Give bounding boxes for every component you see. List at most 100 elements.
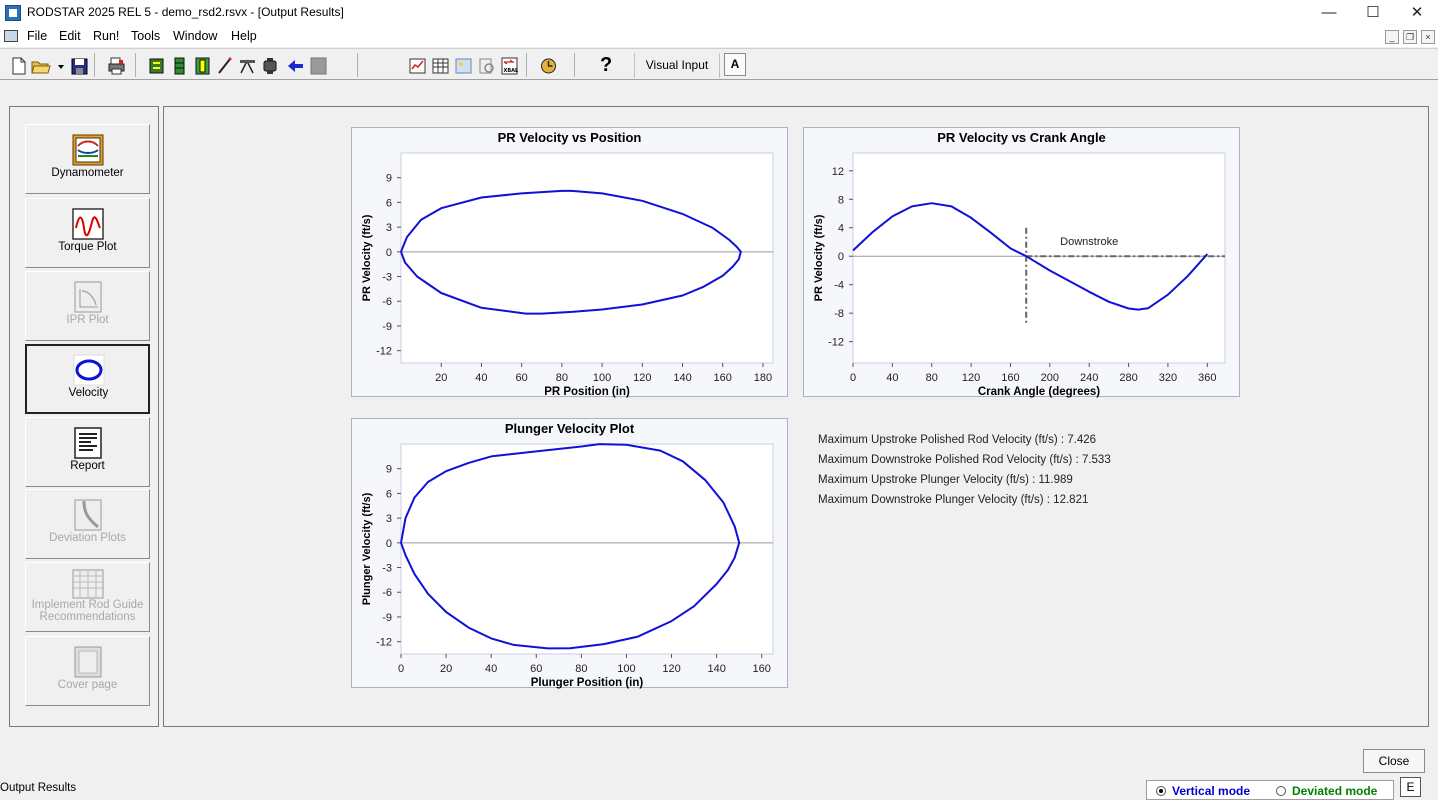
export-image-icon[interactable]	[455, 57, 472, 75]
nav-rod-guide-label: Implement Rod Guide Recommendations	[31, 599, 144, 623]
minimize-button[interactable]: —	[1321, 4, 1337, 21]
mdi-restore-button[interactable]: ❐	[1403, 30, 1417, 44]
x-tick-label: 140	[673, 372, 691, 384]
ipr-plot-icon	[74, 281, 102, 313]
maximize-button[interactable]: ☐	[1366, 4, 1380, 21]
y-tick-label: -4	[834, 280, 844, 292]
menu-tools[interactable]: Tools	[131, 29, 161, 43]
visual-input-button[interactable]: Visual Input	[634, 53, 720, 78]
nav-torque-plot-label: Torque Plot	[58, 241, 117, 253]
deviated-mode-radio[interactable]	[1276, 786, 1286, 796]
nav-velocity-label: Velocity	[68, 387, 109, 399]
tubing-icon[interactable]	[171, 57, 188, 75]
nav-velocity[interactable]: Velocity	[25, 344, 150, 414]
menu-file[interactable]: File	[27, 29, 48, 43]
y-tick-label: -6	[382, 587, 392, 599]
a-button[interactable]: A	[724, 53, 746, 76]
y-tick-label: 0	[386, 538, 392, 550]
menu-help[interactable]: Help	[231, 29, 257, 43]
chart-title: PR Velocity vs Position	[497, 130, 642, 145]
stat-max-upstroke-pr-velocity: Maximum Upstroke Polished Rod Velocity (…	[818, 434, 1097, 446]
y-tick-label: 9	[386, 173, 392, 185]
clock-icon[interactable]	[540, 57, 557, 75]
status-text: Output Results	[0, 782, 77, 794]
app-icon	[5, 5, 21, 21]
x-tick-label: 320	[1159, 372, 1177, 384]
open-folder-icon[interactable]	[31, 57, 53, 75]
vertical-mode-label[interactable]: Vertical mode	[1172, 784, 1251, 798]
y-tick-label: 6	[386, 488, 392, 500]
motor-icon[interactable]	[262, 57, 279, 75]
rod-string-icon[interactable]	[148, 57, 165, 75]
plot-area	[400, 443, 774, 655]
menu-run[interactable]: Run!	[93, 29, 120, 43]
x-tick-label: 40	[475, 372, 487, 384]
open-dropdown-icon[interactable]	[56, 57, 66, 75]
help-icon[interactable]: ?	[600, 54, 613, 76]
y-axis-label: Plunger Velocity (ft/s)	[361, 492, 373, 605]
plunger-velocity-chart: Plunger Velocity Plot 9 6 3 0 -3 -6 -9 -12 0 20 40…	[351, 418, 788, 689]
deviation-survey-icon[interactable]	[216, 57, 233, 75]
y-tick-label: -3	[382, 272, 392, 284]
x-tick-label: 80	[575, 663, 587, 675]
y-axis-label: PR Velocity (ft/s)	[813, 214, 825, 301]
x-tick-label: 60	[516, 372, 528, 384]
toolbar-separator	[526, 53, 527, 77]
pr-velocity-crank-angle-chart: PR Velocity vs Crank Angle 12 8 4 0 -4 -8 -12 0…	[803, 127, 1240, 398]
velocity-series-line	[400, 443, 741, 650]
velocity-series-line	[400, 189, 742, 315]
stop-icon[interactable]	[310, 57, 327, 75]
window-title: RODSTAR 2025 REL 5 - demo_rsd2.rsvx - [O…	[27, 5, 344, 19]
nav-cover-page: Cover page	[25, 636, 150, 706]
menu-bar	[0, 26, 1438, 47]
close-window-button[interactable]: ✕	[1410, 4, 1424, 21]
mdi-close-button[interactable]: ×	[1421, 30, 1435, 44]
y-tick-label: -9	[382, 321, 392, 333]
x-tick-label: 40	[886, 372, 898, 384]
print-icon[interactable]	[108, 57, 125, 75]
y-tick-label: -12	[376, 346, 392, 358]
plot-area	[400, 152, 774, 364]
y-tick-label: 0	[838, 251, 844, 263]
menu-edit[interactable]: Edit	[59, 29, 81, 43]
x-tick-label: 80	[556, 372, 568, 384]
vertical-mode-radio[interactable]	[1156, 786, 1166, 796]
print-preview-icon[interactable]	[478, 57, 495, 75]
y-tick-label: -6	[382, 296, 392, 308]
velocity-icon	[73, 354, 105, 386]
pump-icon[interactable]	[194, 57, 211, 75]
nav-ipr-plot: IPR Plot	[25, 271, 150, 341]
x-tick-label: 160	[1001, 372, 1019, 384]
cover-page-icon	[74, 646, 102, 678]
menu-window[interactable]: Window	[173, 29, 218, 43]
deviated-mode-label[interactable]: Deviated mode	[1292, 784, 1378, 798]
new-file-icon[interactable]	[10, 57, 27, 75]
chart-svg: 9 6 3 0 -3 -6 -9 -12 20 40 60 80 100 120 140 160 180 PR P…	[361, 152, 774, 398]
nav-dynamometer[interactable]: Dynamometer	[25, 124, 150, 194]
back-arrow-icon[interactable]	[287, 57, 304, 75]
e-button[interactable]: E	[1400, 777, 1421, 797]
x-tick-label: 120	[962, 372, 980, 384]
document-icon[interactable]	[4, 30, 18, 42]
x-tick-label: 0	[398, 663, 404, 675]
nav-dynamometer-label: Dynamometer	[51, 167, 124, 179]
nav-deviation-plots-label: Deviation Plots	[49, 532, 126, 544]
x-tick-label: 20	[440, 663, 452, 675]
xbal-icon[interactable]: XBAL	[501, 57, 518, 75]
pr-velocity-position-chart: PR Velocity vs Position 9 6 3 0 -3 -6 -9 -12 20 4…	[351, 127, 788, 398]
x-tick-label: 160	[714, 372, 732, 384]
chart-report-icon[interactable]	[409, 57, 426, 75]
mdi-minimize-button[interactable]: _	[1385, 30, 1399, 44]
plot-area	[852, 152, 1226, 364]
dynamometer-icon	[72, 134, 104, 166]
save-icon[interactable]	[71, 57, 88, 75]
svg-text:XBAL: XBAL	[504, 68, 519, 74]
toolbar-separator	[357, 53, 358, 77]
nav-torque-plot[interactable]: Torque Plot	[25, 198, 150, 268]
table-report-icon[interactable]	[432, 57, 449, 75]
x-tick-label: 120	[662, 663, 680, 675]
nav-report[interactable]: Report	[25, 417, 150, 487]
pumping-unit-icon[interactable]	[239, 57, 256, 75]
close-button[interactable]: Close	[1363, 749, 1425, 773]
